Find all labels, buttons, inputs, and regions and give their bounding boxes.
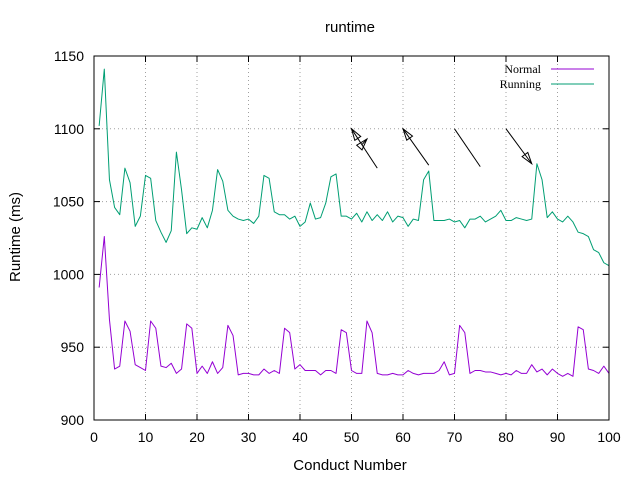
chart-title: runtime xyxy=(325,19,375,36)
annotation-arrow-head xyxy=(355,137,369,151)
x-tick-label: 50 xyxy=(344,429,360,445)
x-tick-label: 80 xyxy=(498,429,514,445)
gridlines xyxy=(94,56,609,420)
series-line-running xyxy=(98,68,610,267)
axis-ticks: 0 10 20 30 40 50 60 70 80 90 100 900 950 1000 1050 1100… xyxy=(53,48,621,445)
x-tick-label: 10 xyxy=(138,429,154,445)
x-tick-label: 20 xyxy=(189,429,205,445)
series-lines xyxy=(98,68,610,377)
y-tick-label: 900 xyxy=(61,412,85,428)
x-tick-label: 90 xyxy=(550,429,566,445)
y-tick-label: 1150 xyxy=(54,48,84,64)
legend-label-normal: Normal xyxy=(504,62,541,76)
annotation-arrow-head xyxy=(350,127,362,142)
series-line-normal xyxy=(98,236,610,377)
annotation-arrow-head xyxy=(402,127,414,142)
legend-label-running: Running xyxy=(500,77,541,91)
y-tick-label: 1000 xyxy=(53,266,84,282)
y-tick-label: 1050 xyxy=(53,194,84,210)
y-tick-label: 1100 xyxy=(54,121,84,137)
x-tick-label: 100 xyxy=(597,429,621,445)
x-tick-label: 30 xyxy=(241,429,257,445)
x-tick-label: 40 xyxy=(292,429,308,445)
x-tick-label: 70 xyxy=(447,429,463,445)
x-axis-label: Conduct Number xyxy=(293,457,406,474)
annotation-arrow-shaft xyxy=(351,128,378,169)
y-axis-label: Runtime (ms) xyxy=(7,192,24,282)
x-tick-label: 60 xyxy=(395,429,411,445)
annotation-arrow-head xyxy=(521,151,533,166)
arrow-annotations xyxy=(350,127,533,169)
y-tick-label: 950 xyxy=(61,339,85,355)
annotation-arrow-shaft xyxy=(505,128,533,165)
plot-area-border xyxy=(93,55,610,421)
x-tick-label: 0 xyxy=(90,429,98,445)
annotation-arrow-shaft xyxy=(402,128,430,166)
annotation-arrow-shaft xyxy=(454,128,481,167)
